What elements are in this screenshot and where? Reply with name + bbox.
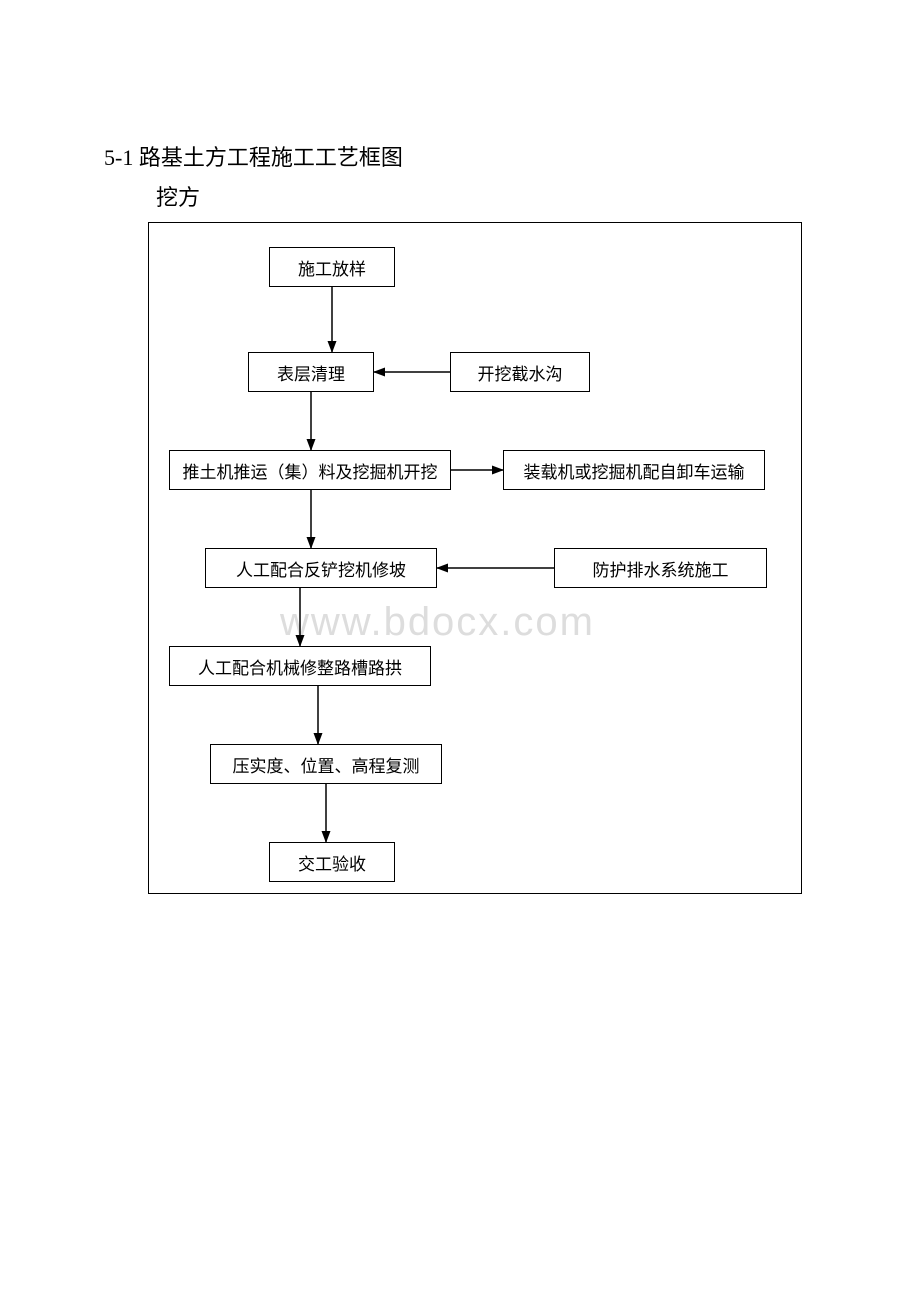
- page-subtitle: 挖方: [156, 180, 200, 212]
- node-manual-slope: 人工配合反铲挖机修坡: [205, 548, 437, 588]
- page-title: 5-1 路基土方工程施工工艺框图: [104, 140, 403, 172]
- node-compaction-check: 压实度、位置、高程复测: [210, 744, 442, 784]
- node-loader-transport: 装载机或挖掘机配自卸车运输: [503, 450, 765, 490]
- node-protection-drainage: 防护排水系统施工: [554, 548, 767, 588]
- node-intercept-ditch: 开挖截水沟: [450, 352, 590, 392]
- node-setout: 施工放样: [269, 247, 395, 287]
- node-surface-clear: 表层清理: [248, 352, 374, 392]
- node-trim-trough: 人工配合机械修整路槽路拱: [169, 646, 431, 686]
- node-acceptance: 交工验收: [269, 842, 395, 882]
- node-bulldozer-excavate: 推土机推运（集）料及挖掘机开挖: [169, 450, 451, 490]
- page: 5-1 路基土方工程施工工艺框图 挖方 www.bdocx.com 施工放样 表…: [0, 0, 920, 1302]
